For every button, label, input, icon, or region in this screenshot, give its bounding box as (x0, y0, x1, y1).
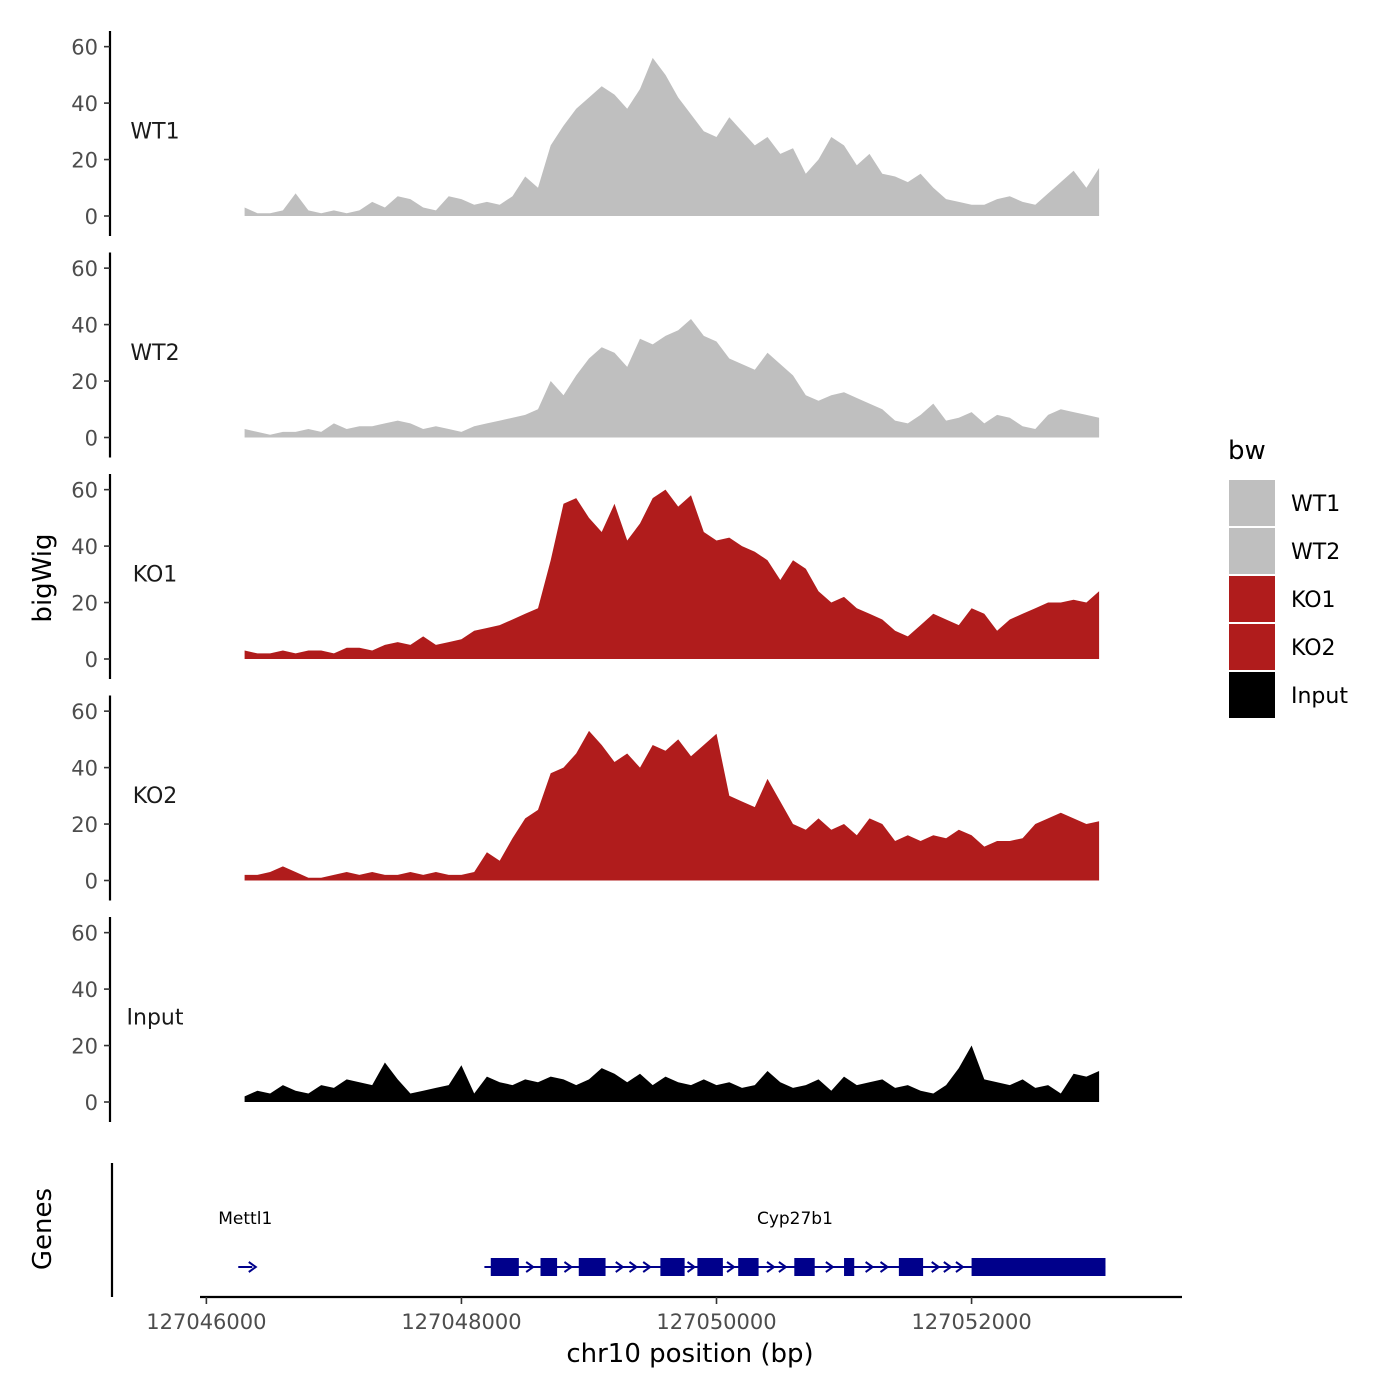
strand-arrow-icon (931, 1261, 941, 1273)
strand-arrow-icon (766, 1261, 776, 1273)
x-tick-label-0: 127046000 (146, 1310, 266, 1334)
y-tick-label-ko1-40: 40 (71, 535, 98, 559)
track-input: 0 20 40 60 Input (71, 917, 1100, 1122)
exon-cyp27b1-9 (898, 1258, 924, 1276)
exon-cyp27b1-5 (697, 1258, 723, 1276)
y-tick-label-ko2-40: 40 (71, 757, 98, 781)
area-input (244, 1045, 1100, 1102)
x-axis-title: chr10 position (bp) (566, 1339, 813, 1369)
x-tick-label-3: 127052000 (911, 1310, 1031, 1334)
gene-models: Mettl1 Cyp27b1 (218, 1209, 1106, 1276)
track-label-ko2: KO2 (133, 784, 178, 809)
strand-arrow-icon (248, 1261, 258, 1273)
y-tick-label-wt2-60: 60 (71, 257, 98, 281)
y-tick-label-ko2-0: 0 (85, 870, 98, 894)
gene-cyp27b1: Cyp27b1 (484, 1209, 1106, 1276)
legend-key-input (1229, 672, 1275, 718)
exon-cyp27b1-4 (660, 1258, 685, 1276)
strand-arrow-icon (943, 1261, 953, 1273)
legend-key-wt1 (1229, 480, 1275, 526)
exon-cyp27b1-2 (540, 1258, 558, 1276)
exon-cyp27b1-3 (578, 1258, 606, 1276)
area-ko1 (244, 489, 1100, 659)
gene-label-mettl1: Mettl1 (218, 1209, 272, 1229)
y-tick-label-ko1-60: 60 (71, 479, 98, 503)
strand-arrow-icon (955, 1261, 965, 1273)
exon-cyp27b1-8 (844, 1258, 855, 1276)
y-tick-label-wt1-60: 60 (71, 36, 98, 60)
area-ko2 (244, 730, 1100, 881)
y-tick-label-wt2-0: 0 (85, 427, 98, 451)
exon-cyp27b1-1 (490, 1258, 519, 1276)
y-tick-label-input-40: 40 (71, 978, 98, 1002)
strand-arrow-icon (726, 1261, 736, 1273)
legend: bw WT1 WT2 KO1 KO2 Input (1228, 436, 1348, 718)
genes-panel: Genes Mettl1 Cyp27b1 (28, 1163, 1106, 1297)
track-panels: 0 20 40 60 WT1 0 20 40 60 WT2 0 20 40 60 KO1 0 20 40 60 KO2… (71, 31, 1100, 1122)
legend-label-ko2: KO2 (1291, 636, 1336, 661)
track-label-input: Input (127, 1006, 184, 1031)
y-tick-label-input-20: 20 (71, 1035, 98, 1059)
x-tick-label-1: 127048000 (401, 1310, 521, 1334)
y-tick-label-ko2-20: 20 (71, 813, 98, 837)
strand-arrow-icon (642, 1261, 652, 1273)
strand-arrow-icon (825, 1261, 835, 1273)
area-wt2 (244, 319, 1100, 438)
legend-key-ko1 (1229, 576, 1275, 622)
strand-arrow-icon (525, 1261, 535, 1273)
strand-arrow-icon (879, 1261, 890, 1273)
y-tick-label-ko1-0: 0 (85, 648, 98, 672)
legend-label-input: Input (1291, 684, 1348, 709)
track-label-wt1: WT1 (130, 120, 179, 145)
x-tick-label-2: 127050000 (656, 1310, 776, 1334)
y-tick-label-input-60: 60 (71, 922, 98, 946)
legend-key-ko2 (1229, 624, 1275, 670)
exon-cyp27b1-10 (971, 1258, 1106, 1276)
track-ko1: 0 20 40 60 KO1 (71, 474, 1100, 679)
track-label-ko1: KO1 (133, 563, 178, 588)
x-axis: chr10 position (bp) 127046000 127048000 12… (146, 1295, 1182, 1369)
strand-arrow-icon (686, 1261, 697, 1273)
exon-cyp27b1-7 (794, 1258, 815, 1276)
gene-label-cyp27b1: Cyp27b1 (757, 1209, 833, 1229)
gene-mettl1: Mettl1 (218, 1209, 272, 1273)
y-tick-label-ko2-60: 60 (71, 700, 98, 724)
y-tick-label-wt1-20: 20 (71, 149, 98, 173)
y-tick-label-ko1-20: 20 (71, 592, 98, 616)
track-wt2: 0 20 40 60 WT2 (71, 252, 1100, 458)
y-tick-label-wt1-0: 0 (85, 205, 98, 229)
legend-label-wt1: WT1 (1291, 492, 1340, 517)
track-ko2: 0 20 40 60 KO2 (71, 695, 1100, 901)
y-tick-label-input-0: 0 (85, 1091, 98, 1115)
track-wt1: 0 20 40 60 WT1 (71, 31, 1100, 236)
area-wt1 (244, 57, 1100, 217)
legend-label-wt2: WT2 (1291, 540, 1340, 565)
exon-cyp27b1-6 (738, 1258, 759, 1276)
track-label-wt2: WT2 (130, 341, 179, 366)
strand-arrow-icon (778, 1261, 788, 1273)
y-axis-title: bigWig (28, 533, 58, 622)
legend-title: bw (1228, 436, 1266, 466)
strand-arrow-icon (628, 1261, 639, 1273)
legend-key-wt2 (1229, 528, 1275, 574)
strand-arrow-icon (615, 1261, 625, 1273)
genes-axis-label: Genes (28, 1188, 58, 1270)
y-tick-label-wt2-40: 40 (71, 314, 98, 338)
y-tick-label-wt1-40: 40 (71, 92, 98, 116)
strand-arrow-icon (865, 1261, 875, 1273)
legend-label-ko1: KO1 (1291, 588, 1336, 613)
strand-arrow-icon (563, 1261, 574, 1273)
y-tick-label-wt2-20: 20 (71, 370, 98, 394)
